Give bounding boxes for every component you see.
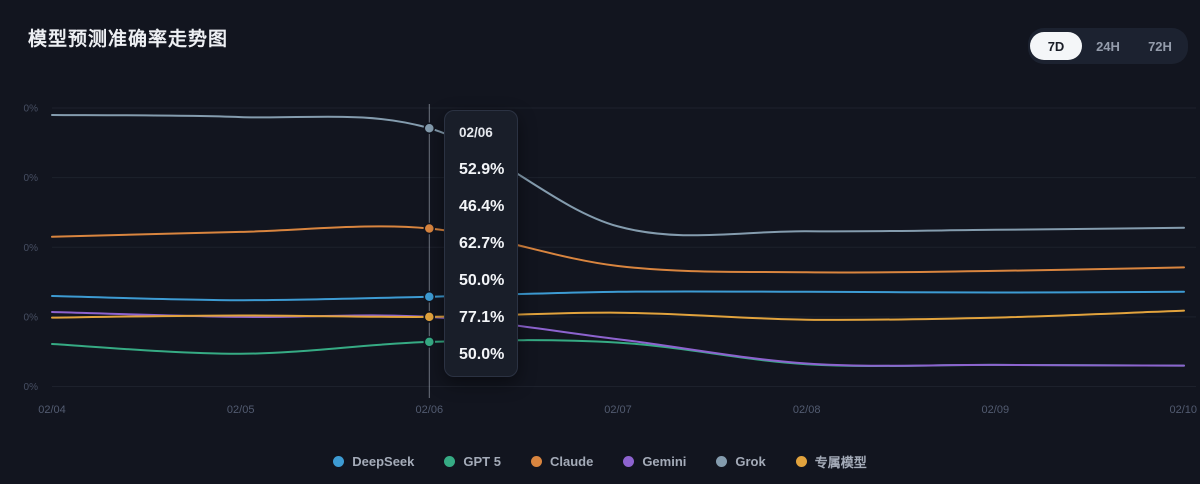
legend-label: GPT 5	[463, 454, 501, 469]
legend-dot-icon	[530, 456, 542, 467]
chart-legend: DeepSeek GPT 5 Claude Gemini Grok 专属模型	[0, 452, 1200, 471]
tooltip-value-0: 52.9%	[459, 161, 505, 178]
legend-item-grok[interactable]: Grok	[716, 454, 766, 469]
range-button-24h[interactable]: 24H	[1082, 32, 1134, 60]
legend-item-专属模型[interactable]: 专属模型	[795, 452, 867, 471]
series-lines	[51, 114, 1185, 367]
tooltip-value-1: 46.4%	[459, 198, 505, 215]
legend-label: DeepSeek	[352, 454, 415, 469]
legend-item-gpt-5[interactable]: GPT 5	[444, 454, 501, 469]
x-axis-label: 02/10	[1169, 404, 1197, 416]
tooltip-value-3: 50.0%	[459, 272, 505, 289]
tooltip-date: 02/06	[459, 125, 493, 140]
trend-lines-svg: 0% 0% 0% 0% 0% 02/04 02/05 02/06 02/07 02/08 02/09…	[24, 104, 1197, 417]
legend-dot-icon	[444, 456, 456, 467]
legend-label: Gemini	[642, 454, 687, 469]
chart-tooltip: 02/06 52.9% 46.4% 62.7% 50.0% 77.1% 50.0%	[444, 110, 518, 377]
highlight-dot-grok	[423, 122, 436, 134]
tooltip-value-4: 77.1%	[459, 309, 505, 326]
legend-item-gemini[interactable]: Gemini	[623, 454, 686, 469]
legend-dot-icon	[795, 456, 807, 467]
time-range-toggle: 7D 24H 72H	[1028, 28, 1188, 64]
legend-label: Claude	[549, 454, 594, 469]
y-axis-label: 0%	[24, 173, 39, 184]
accuracy-trend-chart[interactable]: 0% 0% 0% 0% 0% 02/04 02/05 02/06 02/07 02/08 02/09…	[0, 0, 1200, 440]
series-line-gpt-5	[51, 339, 1185, 367]
x-axis-labels: 02/04 02/05 02/06 02/07 02/08 02/09 02/10	[38, 404, 1197, 416]
y-axis-label: 0%	[24, 243, 39, 254]
tooltip-value-5: 50.0%	[459, 346, 505, 363]
y-grid: 0% 0% 0% 0% 0%	[24, 104, 1196, 393]
range-button-72h[interactable]: 72H	[1134, 32, 1186, 60]
x-axis-label: 02/06	[416, 404, 444, 416]
page-title: 模型预测准确率走势图	[28, 29, 229, 50]
highlight-dot-专属模型	[423, 311, 436, 323]
tooltip-value-2: 62.7%	[459, 235, 505, 252]
highlight-dot-claude	[423, 222, 436, 235]
series-line-专属模型	[51, 309, 1185, 321]
x-axis-label: 02/08	[793, 404, 821, 416]
series-line-claude	[51, 225, 1185, 274]
x-axis-label: 02/09	[982, 404, 1010, 416]
series-line-deepseek	[51, 290, 1185, 302]
legend-item-claude[interactable]: Claude	[530, 454, 594, 469]
highlight-dots	[423, 122, 436, 348]
legend-dot-icon	[716, 456, 728, 467]
y-axis-label: 0%	[24, 104, 39, 115]
legend-dot-icon	[623, 456, 635, 467]
highlight-dot-deepseek	[423, 290, 436, 303]
y-axis-label: 0%	[24, 382, 39, 393]
x-axis-label: 02/05	[227, 404, 255, 416]
series-line-gemini	[51, 311, 1185, 367]
x-axis-label: 02/07	[604, 404, 632, 416]
highlight-dot-gpt-5	[423, 336, 436, 348]
panel-header: 模型预测准确率走势图 7D 24H 72H	[0, 0, 1200, 70]
legend-dot-icon	[333, 456, 345, 467]
x-axis-label: 02/04	[38, 404, 66, 416]
range-button-7d[interactable]: 7D	[1030, 32, 1082, 60]
legend-label: 专属模型	[814, 455, 867, 470]
y-axis-label: 0%	[24, 312, 39, 323]
series-line-grok	[51, 114, 1185, 237]
legend-item-deepseek[interactable]: DeepSeek	[333, 454, 414, 469]
legend-label: Grok	[735, 454, 766, 469]
